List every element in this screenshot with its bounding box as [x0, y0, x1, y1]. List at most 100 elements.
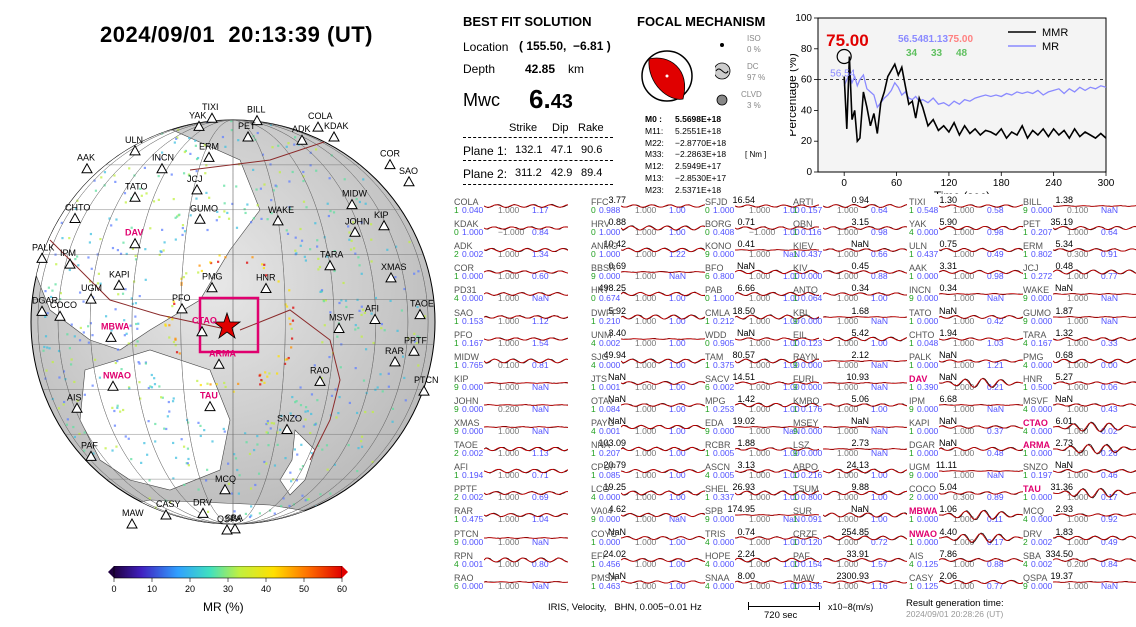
wave-metric: 1.000	[498, 337, 520, 348]
wave-amplitude: 0.68	[1055, 349, 1073, 360]
waveform-trace	[735, 514, 819, 517]
wave-station: COCO	[909, 484, 936, 495]
waveform-trace	[735, 426, 819, 429]
wave-amplitude: 3.40	[608, 327, 626, 338]
wave-metric: 0	[591, 227, 596, 238]
wave-station: ERM	[1023, 241, 1043, 252]
wave-metric: 9	[793, 315, 798, 326]
wave-metric: NaN	[871, 359, 889, 370]
wave-amplitude: 1.30	[939, 195, 957, 205]
wave-metric: 1.000	[1067, 448, 1089, 459]
wave-cell-cmla: CMLA 1.68 1 0.212 1.000 1.00	[703, 306, 869, 326]
wave-metric: 1.34	[532, 249, 549, 260]
station-kip: KIP	[374, 210, 390, 231]
wave-station: KONO	[705, 241, 732, 252]
station-coco: COCO	[50, 300, 77, 321]
wave-amplitude: 3.77	[608, 195, 626, 205]
wave-station: FURI	[793, 373, 814, 384]
wave-metric: 1.000	[635, 536, 657, 547]
wave-metric: 0.77	[987, 580, 1004, 591]
legend-mmr: MMR	[1042, 27, 1068, 39]
col-strike: Strike	[509, 122, 538, 134]
wave-metric: 1.000	[953, 514, 975, 525]
wave-station: RAYN	[793, 351, 818, 362]
wave-station: EDA	[705, 418, 724, 428]
wave-amplitude: 35.19	[1050, 217, 1073, 228]
wave-metric: 1.000	[837, 271, 859, 282]
wave-metric: 0.98	[987, 227, 1004, 238]
station-jcj: JCJ	[187, 174, 203, 195]
wave-station: KIEV	[793, 241, 814, 252]
wave-cell-taoe: TAOE 103.09 2 0.002 1.000 1.13	[452, 438, 626, 459]
wave-metric: 1.00	[871, 293, 888, 304]
wave-metric: 1.00	[783, 403, 800, 414]
wave-metric: 0.176	[801, 403, 823, 414]
wave-metric: 4	[705, 536, 710, 547]
wave-amplitude: 5.27	[1055, 371, 1073, 382]
wave-cell-tam: TAM 2.12 1 0.375 1.000 1.00	[703, 350, 869, 370]
wave-metric: 1.000	[599, 227, 621, 238]
wave-metric: 1.000	[837, 580, 859, 591]
wave-station: PD31	[454, 285, 477, 296]
wave-cell-kapi: KAPI 6.01 1 0.000 1.000 0.37	[907, 416, 1073, 436]
waveform-trace	[735, 204, 819, 208]
wave-station: COLA	[454, 197, 479, 207]
wave-metric: 0.002	[462, 448, 484, 459]
station-label: DGAR	[32, 295, 59, 305]
wave-metric: 1	[454, 271, 459, 282]
wave-metric: 1	[793, 227, 798, 238]
waveform-trace	[484, 381, 568, 384]
wave-metric: 1.000	[1067, 470, 1089, 481]
wave-metric: 1	[705, 492, 710, 503]
wave-metric: 1.000	[749, 337, 771, 348]
wave-station: TAOE	[454, 440, 478, 451]
mr-colorbar: 0 10 20 30 40 50 60 MR (%)	[108, 565, 348, 622]
wave-metric: 4	[591, 426, 596, 436]
station-label: ERM	[199, 141, 219, 151]
wave-cell-afi: AFI 20.79 1 0.194 1.000 0.71	[452, 460, 626, 480]
waveform-trace	[484, 336, 568, 341]
station-label: XMAS	[381, 262, 407, 272]
wave-metric: 1.00	[669, 558, 686, 569]
wave-station: DAV	[909, 373, 928, 384]
wave-metric: 0.000	[713, 536, 735, 547]
station-label: MAW	[122, 508, 144, 518]
wave-metric: 0.000	[462, 293, 484, 304]
wave-cell-coyc: COYC 0.74 1 0.000 1.000 1.00	[589, 527, 755, 547]
wave-amplitude: 1.87	[1055, 305, 1073, 316]
station-label: QSPA	[217, 514, 241, 524]
wave-metric: 1.000	[635, 470, 657, 481]
wave-metric: 1	[909, 249, 914, 260]
wave-metric: 0.43	[1101, 403, 1118, 414]
wave-metric: 6	[705, 381, 710, 392]
waveform-trace	[823, 270, 907, 275]
wave-metric: 1.000	[953, 403, 975, 414]
wave-metric: 0.64	[1101, 227, 1118, 238]
wave-station: OBN	[793, 219, 813, 230]
divider-3	[463, 184, 613, 185]
wave-metric: 1.000	[953, 337, 975, 348]
wave-station: WDD	[705, 329, 727, 340]
wave-metric: 1	[1023, 448, 1028, 459]
waveform-trace	[735, 292, 819, 297]
wave-station: JOHN	[454, 395, 479, 406]
station-label: COCO	[50, 300, 77, 310]
wave-metric: 1.000	[953, 580, 975, 591]
waveform-trace	[484, 203, 568, 209]
wave-metric: 1.000	[749, 205, 771, 215]
tensor-value: −2.8770E+18	[675, 137, 727, 148]
wave-station: TSUM	[793, 484, 819, 495]
wave-metric: −1.000	[498, 227, 525, 238]
wave-cell-hkt: HKT 6.66 0 0.674 1.000 1.00	[589, 283, 755, 303]
wave-metric: 1.00	[669, 426, 686, 436]
wave-cell-eda: EDA NaN 9 0.000 1.000 NaN	[703, 416, 869, 436]
best-fit-title: BEST FIT SOLUTION	[463, 14, 592, 29]
station-label: PAF	[81, 440, 98, 450]
wave-cell-nna: NNA 1.88 1 0.207 1.000 1.00	[589, 438, 755, 458]
wave-metric: 0.048	[917, 337, 939, 348]
waveform-trace	[939, 226, 1023, 231]
focal-mechanism-panel: FOCAL MECHANISM ISO 0 % DC 97 % CLVD 3 %…	[637, 14, 787, 195]
wave-amplitude: NaN	[850, 504, 869, 515]
wave-cell-otav: OTAV 1.42 1 0.084 1.000 1.00	[589, 394, 755, 414]
